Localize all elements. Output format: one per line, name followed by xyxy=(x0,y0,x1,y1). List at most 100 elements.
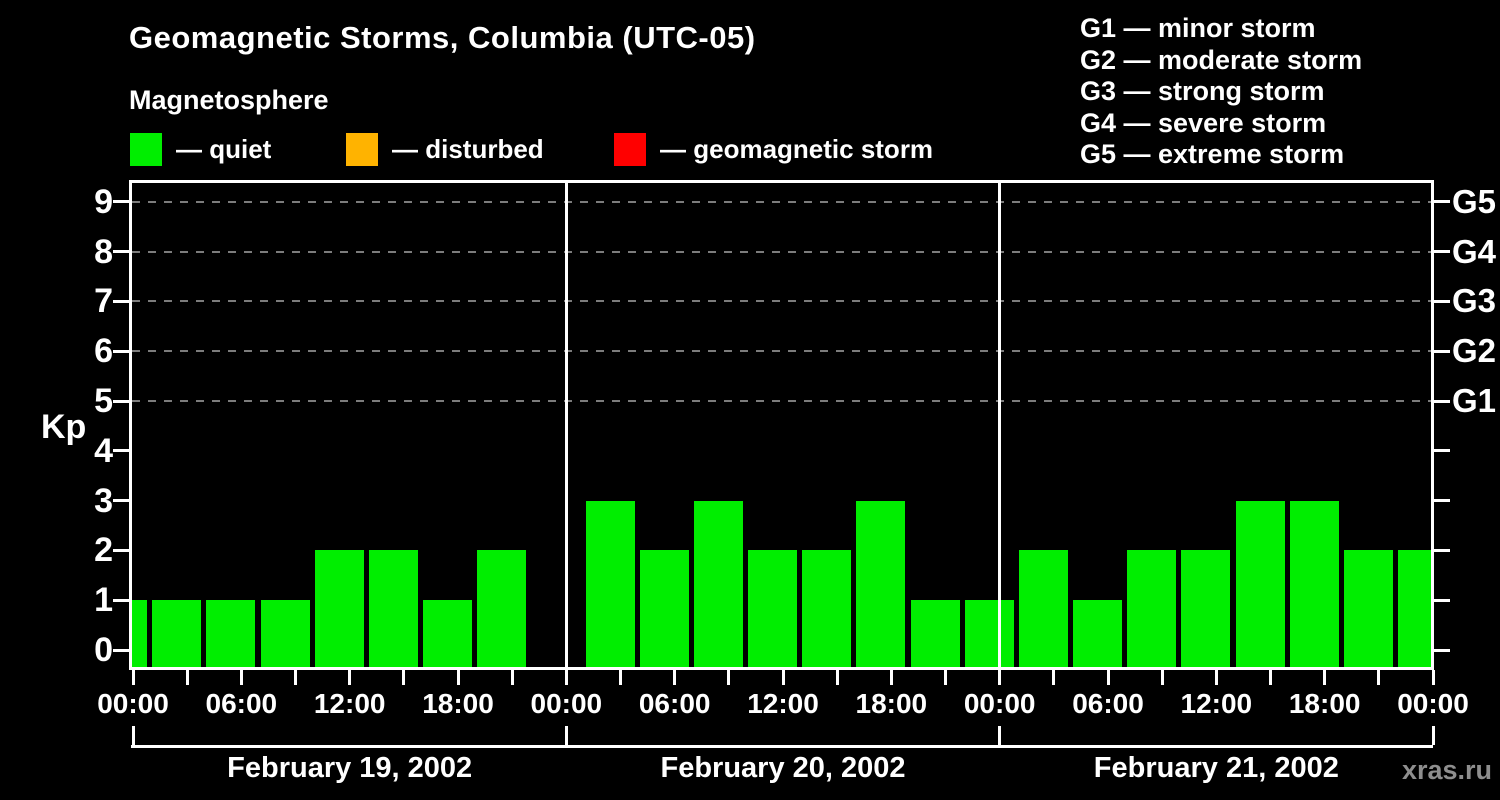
day-date-label: February 20, 2002 xyxy=(660,752,906,784)
legend-label: — disturbed xyxy=(392,134,544,164)
y-axis-label: 6 xyxy=(94,332,113,371)
storm-scale-item: G5 — extreme storm xyxy=(1080,139,1345,170)
grid-line-kp5 xyxy=(132,400,1431,402)
x-axis-tick xyxy=(1160,670,1164,685)
grid-line-kp6 xyxy=(132,350,1431,353)
storm-scale-item: G4 — severe storm xyxy=(1080,107,1327,138)
kp-bar xyxy=(693,500,743,667)
storm-scale-item: G3 — strong storm xyxy=(1080,76,1325,107)
y-axis-tick-right xyxy=(1434,200,1450,204)
kp-bar xyxy=(260,600,310,667)
y-axis-tick-left xyxy=(113,449,129,453)
chart-subtitle: Magnetosphere xyxy=(129,85,329,115)
kp-bar xyxy=(910,600,960,667)
kp-bar xyxy=(132,600,147,667)
x-axis-tick xyxy=(185,670,189,685)
y-axis-label: 8 xyxy=(94,232,113,271)
grid-line-kp9 xyxy=(132,200,1431,203)
legend-label: — quiet xyxy=(176,134,272,164)
legend-swatch-0 xyxy=(130,133,162,166)
y-axis-tick-right xyxy=(1434,349,1450,353)
y-axis-label: 0 xyxy=(94,631,113,669)
x-axis-tick xyxy=(998,670,1002,685)
x-axis-tick xyxy=(131,670,135,685)
day-divider xyxy=(998,183,1002,667)
x-axis-time-label: 00:00 xyxy=(1397,688,1469,719)
day-date-label: February 19, 2002 xyxy=(227,752,473,784)
kp-bar xyxy=(585,500,635,667)
grid-line-kp7 xyxy=(132,300,1431,303)
y-axis-tick-right xyxy=(1434,250,1450,254)
legend-item: — disturbed xyxy=(346,133,544,166)
plot-area xyxy=(129,180,1434,670)
x-axis-time-label: 12:00 xyxy=(313,688,386,719)
y-axis-label: 5 xyxy=(94,382,113,420)
kp-bar xyxy=(152,600,202,667)
x-axis-time-label: 00:00 xyxy=(530,688,603,719)
kp-bar xyxy=(1289,500,1339,667)
x-axis-time-label: 18:00 xyxy=(855,688,928,719)
y-axis-tick-right xyxy=(1434,399,1450,403)
day-bracket-tick xyxy=(564,726,568,745)
x-axis-time-label: 06:00 xyxy=(1072,688,1144,719)
y-axis-title: Kp xyxy=(41,408,87,446)
x-axis-tick xyxy=(294,670,297,685)
kp-bar xyxy=(1018,550,1068,667)
kp-bar xyxy=(802,550,852,667)
kp-bar xyxy=(368,550,418,667)
x-axis-time-label: 00:00 xyxy=(97,688,169,719)
day-bracket xyxy=(131,745,1433,748)
x-axis-tick xyxy=(835,670,839,685)
x-axis-tick xyxy=(402,670,406,685)
y-axis-tick-left xyxy=(113,548,129,552)
watermark: xras.ru xyxy=(1401,755,1492,785)
x-axis-tick xyxy=(889,670,893,685)
kp-bar xyxy=(1073,600,1122,667)
x-axis-time-label: 12:00 xyxy=(1180,688,1253,719)
kp-bar xyxy=(1127,550,1177,667)
legend-swatch-1 xyxy=(346,133,378,166)
storm-scale-item: G2 — moderate storm xyxy=(1080,44,1363,75)
x-axis-tick xyxy=(1052,670,1056,685)
kp-bar xyxy=(1181,550,1231,667)
legend-swatch-2 xyxy=(614,133,646,166)
x-axis-tick xyxy=(1269,670,1272,685)
y-axis-tick-left xyxy=(113,598,129,602)
storm-scale-legend: G1 — minor storm G2 — moderate storm G3 — … xyxy=(1080,13,1362,171)
g-scale-label: G1 xyxy=(1452,382,1497,419)
y-axis-tick-left xyxy=(113,250,129,254)
legend-item: — geomagnetic storm xyxy=(614,133,933,166)
x-axis-tick xyxy=(727,670,731,685)
kp-bar xyxy=(423,600,472,667)
x-axis-tick xyxy=(1431,670,1435,685)
x-axis-time-label: 18:00 xyxy=(422,688,494,719)
x-axis-tick xyxy=(673,670,677,685)
y-axis-label: 1 xyxy=(94,581,113,620)
y-axis-tick-right xyxy=(1434,449,1450,453)
day-bracket-tick xyxy=(1431,726,1435,745)
y-axis-label: 7 xyxy=(94,282,113,321)
x-axis-tick xyxy=(781,670,785,685)
y-axis-tick-left xyxy=(113,299,129,303)
day-date-label: February 21, 2002 xyxy=(1093,752,1339,784)
x-axis-time-label: 12:00 xyxy=(747,688,819,719)
x-axis-tick xyxy=(1323,670,1327,685)
legend-item: — quiet xyxy=(130,133,271,166)
y-axis-tick-left xyxy=(113,399,129,403)
y-axis-label: 9 xyxy=(94,182,113,221)
x-axis-time-label: 18:00 xyxy=(1288,688,1361,719)
x-axis-tick xyxy=(1214,670,1218,685)
kp-bar xyxy=(314,550,364,667)
y-axis-label: 3 xyxy=(94,481,113,520)
g-scale-label: G5 xyxy=(1452,182,1497,220)
storm-scale-item: G1 — minor storm xyxy=(1080,13,1316,43)
kp-bar xyxy=(748,550,797,667)
x-axis-tick xyxy=(1106,670,1110,685)
g-scale-label: G3 xyxy=(1452,282,1497,320)
day-bracket-tick xyxy=(131,726,135,745)
y-axis-label: 4 xyxy=(94,431,113,470)
x-axis-tick xyxy=(239,670,243,685)
y-axis-tick-right xyxy=(1434,648,1450,652)
day-divider xyxy=(564,183,568,667)
